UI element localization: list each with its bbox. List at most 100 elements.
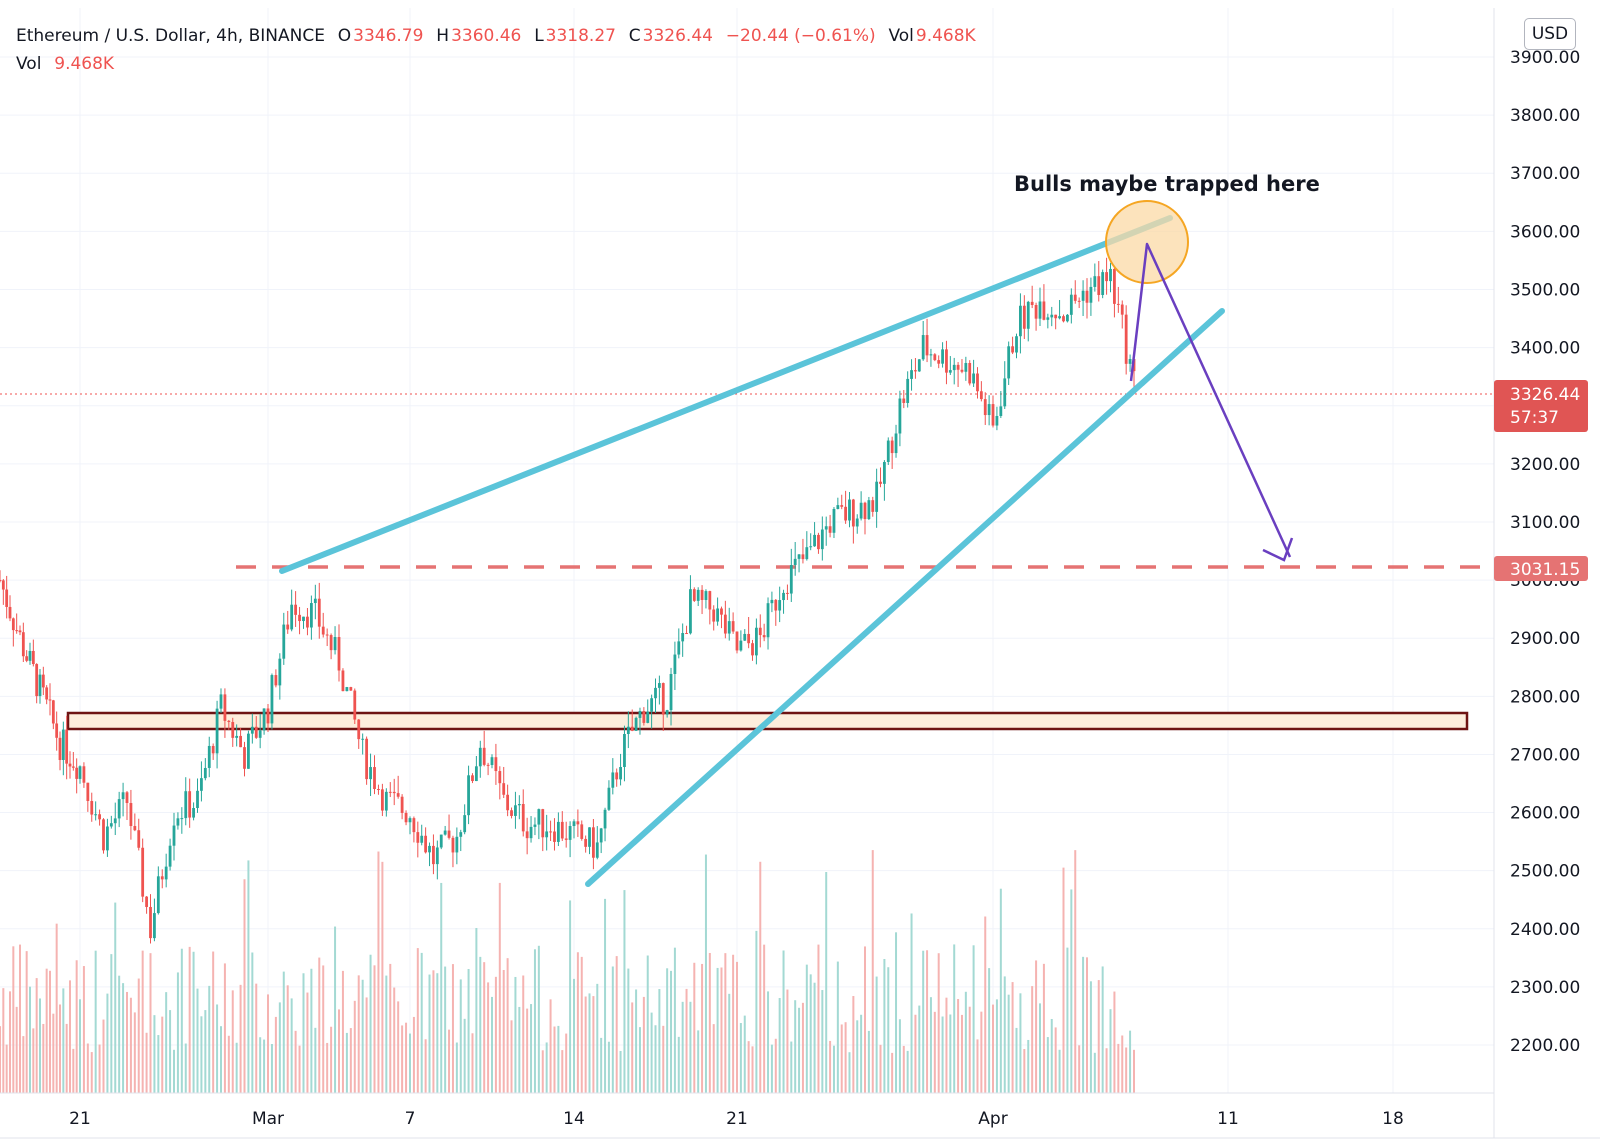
volume-bar: [673, 947, 676, 1093]
candle-body: [1054, 314, 1058, 319]
candle-body: [1101, 272, 1105, 295]
candle-body: [329, 635, 333, 651]
candle-body: [968, 363, 972, 384]
candle-body: [964, 363, 968, 372]
volume-bar: [381, 861, 384, 1093]
volume-bar: [72, 1048, 75, 1093]
currency-button[interactable]: USD: [1524, 18, 1576, 50]
candle-body: [572, 821, 576, 827]
last-price-tag-value: 3326.44: [1510, 385, 1580, 405]
candle-body: [731, 621, 735, 632]
volume-bar: [145, 1032, 148, 1093]
volume-bar: [141, 950, 144, 1093]
volume-bar: [216, 1004, 219, 1093]
volume-bar: [1062, 867, 1065, 1093]
candle-body: [5, 589, 9, 607]
volume-bar: [565, 1033, 568, 1093]
candle-body: [156, 876, 160, 914]
volume-bar: [860, 1014, 863, 1093]
candle-body: [529, 826, 533, 839]
lower-trendline[interactable]: [585, 308, 1225, 887]
volume-bar: [353, 1000, 356, 1093]
trap-circle-marker[interactable]: [1105, 200, 1189, 284]
candle-body: [987, 404, 991, 416]
candle-body: [848, 499, 851, 521]
candle-body: [937, 360, 941, 364]
volume-bar: [887, 967, 890, 1093]
projection-arrowhead: [1262, 537, 1294, 562]
time-tick-label: 11: [1217, 1109, 1239, 1129]
candle-body: [369, 767, 372, 780]
candle-body: [533, 824, 537, 827]
candle-body: [677, 641, 681, 655]
volume-bar: [306, 992, 309, 1093]
volume-bar: [282, 971, 285, 1093]
candle-body: [1011, 346, 1014, 353]
volume-bar: [1078, 1045, 1081, 1093]
candle-body: [646, 711, 650, 723]
volume-bar: [1015, 1027, 1018, 1093]
projection-arrow[interactable]: [1129, 242, 1292, 558]
volume-bar: [428, 974, 431, 1093]
volume-bar: [809, 974, 812, 1093]
candle-body: [580, 824, 584, 839]
candle-body: [708, 591, 712, 610]
candle-body: [929, 354, 933, 356]
candle-body: [192, 808, 195, 818]
candle-body: [149, 906, 152, 939]
candle-body: [564, 838, 568, 840]
candle-body: [669, 673, 673, 711]
high-label: H: [436, 26, 450, 46]
volume-bar: [817, 944, 820, 1093]
close-label: C: [628, 26, 641, 46]
volume-bar: [933, 1011, 936, 1093]
upper-trendline[interactable]: [279, 215, 1173, 574]
volume-bar: [102, 1019, 105, 1093]
candle-body: [673, 654, 677, 674]
volume-bar: [1058, 1049, 1061, 1093]
volume-indicator-label[interactable]: Vol: [16, 54, 42, 74]
volume-bar: [290, 998, 293, 1093]
candle-body: [739, 640, 743, 651]
candle-body: [219, 694, 223, 709]
symbol-title[interactable]: Ethereum / U.S. Dollar, 4h, BINANCE: [16, 26, 325, 46]
volume-bar: [1027, 1039, 1030, 1093]
candle-body: [302, 616, 305, 622]
last-price-tag[interactable]: 3326.44 57:37: [1494, 380, 1588, 432]
plot-area[interactable]: [0, 8, 1494, 1093]
candle-body: [31, 650, 35, 665]
volume-bar: [32, 1028, 35, 1093]
candle-body: [1069, 294, 1073, 315]
volume-bar: [349, 1028, 352, 1093]
candle-body: [510, 810, 513, 816]
volume-bar: [173, 1049, 175, 1093]
volume-bar: [90, 1052, 93, 1093]
candle-body: [696, 589, 700, 601]
candle-body: [412, 818, 416, 833]
candle-body: [809, 546, 813, 548]
candle-body: [274, 675, 278, 686]
volume-bar: [498, 882, 501, 1093]
volume-bar: [502, 970, 505, 1093]
volume-bar: [9, 991, 11, 1093]
candle-body: [782, 592, 785, 601]
volume-bar: [15, 1006, 18, 1093]
candle-body: [408, 818, 412, 823]
volume-bar: [650, 1012, 653, 1093]
candle-body: [38, 674, 42, 697]
volume-bar: [751, 1046, 754, 1093]
volume-bar: [770, 1044, 773, 1093]
candle-body: [404, 812, 408, 823]
candle-body: [521, 804, 525, 832]
level-price-tag[interactable]: 3031.15: [1494, 556, 1588, 581]
candle-body: [377, 789, 380, 791]
candle-body: [392, 791, 396, 794]
volume-bar: [459, 979, 462, 1093]
volume-bar: [573, 978, 575, 1093]
volume-bar: [483, 962, 486, 1093]
volume-row: Vol 9.468K: [16, 50, 978, 78]
volume-bar: [1039, 1003, 1041, 1093]
candle-body: [657, 683, 661, 688]
volume-bar: [98, 1044, 101, 1093]
